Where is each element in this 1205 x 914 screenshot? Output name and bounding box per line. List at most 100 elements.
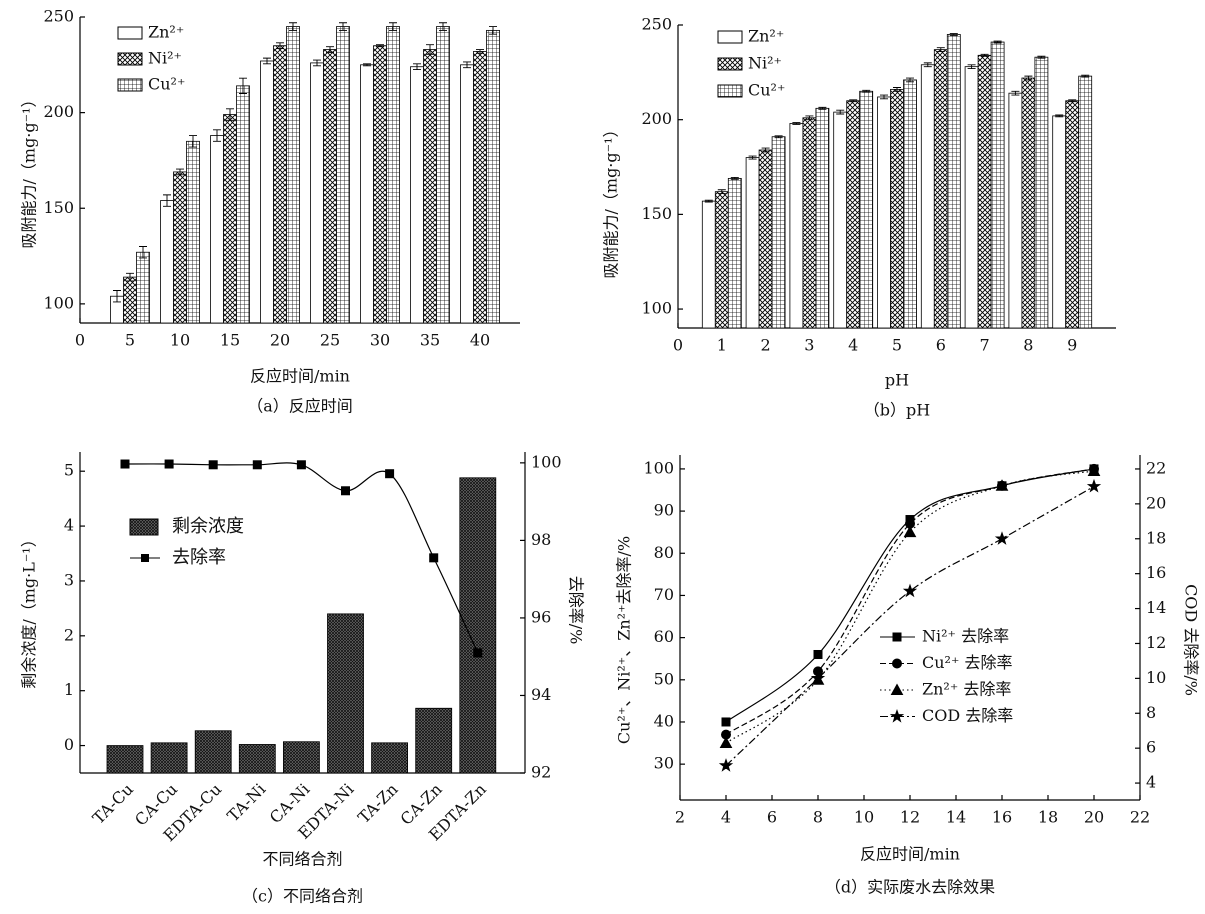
error-bar [213, 129, 221, 142]
x-tick-label: 18 [1038, 808, 1058, 827]
y2-tick-label: 20 [1146, 493, 1166, 512]
x-tick-label: TA-Ni [223, 780, 269, 826]
error-bar [1037, 55, 1046, 59]
legend-label: Ni²⁺ [748, 54, 782, 73]
y-tick-label: 4 [64, 516, 74, 535]
bar [186, 140, 200, 324]
y-tick-label: 100 [643, 458, 674, 477]
marker [120, 459, 130, 469]
error-bar [906, 77, 914, 83]
x-tick-label: 16 [992, 808, 1012, 827]
x-tick-label: 12 [900, 808, 920, 827]
legend-label: Ni²⁺ [148, 49, 182, 68]
x-tick-label: 5 [125, 331, 135, 350]
x-tick-label: 10 [170, 331, 190, 350]
bar [1034, 56, 1049, 329]
error-bar [893, 87, 901, 92]
bar [106, 745, 144, 774]
error-bar [1011, 90, 1020, 96]
bar [920, 64, 935, 329]
bar [460, 64, 474, 324]
error-bar [339, 22, 347, 31]
x-tick-label: 5 [892, 336, 902, 355]
error-bar [704, 199, 713, 203]
y2-tick-label: 10 [1146, 668, 1166, 687]
y2-tick-label: 4 [1146, 773, 1156, 792]
legend-label: 剩余浓度 [172, 516, 244, 537]
legend-label: Zn²⁺ [148, 23, 184, 42]
bar [371, 742, 409, 774]
error-bar [849, 99, 858, 103]
y2-tick-label: 96 [531, 607, 551, 626]
marker [903, 525, 917, 538]
bar [173, 171, 187, 324]
error-bar [413, 63, 421, 71]
bar [1052, 115, 1067, 329]
error-bar [163, 194, 171, 207]
legend-swatch [129, 518, 159, 536]
bar [123, 276, 137, 324]
marker [810, 670, 826, 685]
x-tick-label: 25 [320, 331, 340, 350]
x-tick-label: 2 [675, 808, 685, 827]
caption: （d）实际废水去除效果 [825, 878, 995, 897]
bar [238, 744, 276, 774]
error-bar [774, 135, 783, 139]
y-tick-label: 250 [641, 15, 672, 34]
y-tick-label: 0 [64, 735, 74, 754]
bar [286, 26, 300, 324]
bar [194, 730, 232, 774]
y2-axis-label: 去除率/% [567, 576, 586, 645]
error-bar [363, 63, 371, 67]
error-bar [980, 53, 989, 57]
x-tick-label: 40 [470, 331, 490, 350]
y2-tick-label: 22 [1146, 458, 1166, 477]
error-bar [880, 94, 888, 100]
line [725, 468, 1095, 723]
legend-swatch [117, 26, 143, 40]
bar [802, 117, 817, 329]
legend-label: COD 去除率 [922, 706, 1013, 725]
error-bar [836, 109, 845, 115]
marker [296, 460, 306, 470]
marker [473, 648, 483, 658]
y-tick-label: 200 [641, 109, 672, 128]
error-bar [113, 290, 121, 303]
legend-swatch [141, 554, 149, 562]
bar [373, 45, 387, 324]
y2-tick-label: 16 [1146, 563, 1166, 582]
bar [136, 251, 150, 324]
bar [771, 136, 786, 329]
error-bar [476, 49, 484, 54]
y-tick-label: 30 [654, 754, 674, 773]
marker [164, 459, 174, 469]
bar [833, 111, 848, 329]
error-bar [923, 62, 932, 68]
y-tick-label: 150 [641, 204, 672, 223]
bar [160, 200, 174, 324]
legend-swatch [717, 30, 743, 44]
x-tick-label: 8 [813, 808, 823, 827]
x-tick-label: 8 [1023, 336, 1033, 355]
marker [721, 717, 731, 727]
bar [846, 100, 861, 329]
error-bar [326, 46, 334, 53]
bar [859, 90, 874, 329]
x-tick-label: 9 [1067, 336, 1077, 355]
caption: （a）反应时间 [247, 397, 353, 416]
bar [260, 60, 274, 324]
bar [1065, 100, 1080, 329]
legend-swatch [892, 658, 902, 669]
error-bar [717, 189, 726, 194]
x-tick-label: 0 [75, 331, 85, 350]
x-tick-label: 22 [1130, 808, 1150, 827]
y2-tick-label: 92 [531, 763, 551, 782]
legend-swatch [717, 84, 743, 98]
y2-tick-label: 8 [1146, 703, 1156, 722]
x-tick-label: 14 [946, 808, 966, 827]
legend-label: Cu²⁺ [148, 75, 185, 94]
y-tick-label: 40 [654, 711, 674, 730]
bar [946, 34, 961, 329]
error-bar [189, 135, 197, 148]
bar [310, 62, 324, 324]
